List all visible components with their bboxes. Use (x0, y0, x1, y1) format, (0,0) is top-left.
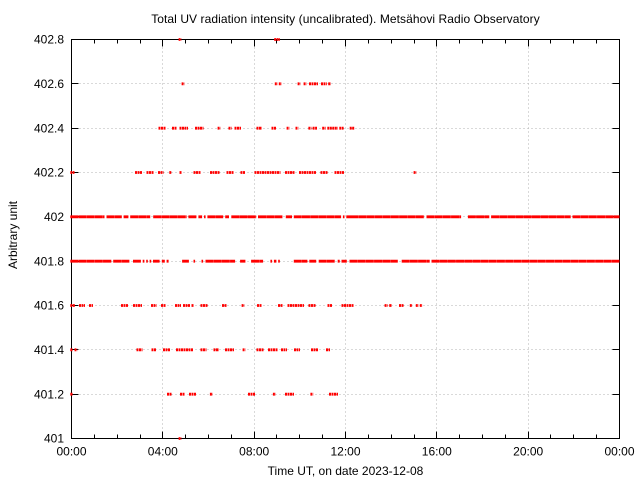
svg-text:402.2: 402.2 (34, 166, 64, 180)
svg-text:16:00: 16:00 (422, 445, 452, 459)
svg-text:12:00: 12:00 (330, 445, 360, 459)
svg-text:Time UT, on date 2023-12-08: Time UT, on date 2023-12-08 (268, 464, 424, 478)
svg-text:401.6: 401.6 (34, 299, 64, 313)
svg-text:00:00: 00:00 (56, 445, 86, 459)
svg-text:04:00: 04:00 (148, 445, 178, 459)
svg-text:401.8: 401.8 (34, 254, 64, 268)
svg-text:20:00: 20:00 (513, 445, 543, 459)
svg-text:402: 402 (44, 210, 64, 224)
svg-text:402.6: 402.6 (34, 77, 64, 91)
svg-text:402.8: 402.8 (34, 33, 64, 47)
svg-text:00:00: 00:00 (604, 445, 634, 459)
svg-text:Total UV radiation intensity (: Total UV radiation intensity (uncalibrat… (151, 12, 540, 26)
svg-text:401: 401 (44, 432, 64, 446)
svg-text:402.4: 402.4 (34, 121, 64, 135)
svg-text:Arbitrary unit: Arbitrary unit (6, 200, 20, 269)
svg-text:401.2: 401.2 (34, 387, 64, 401)
svg-text:08:00: 08:00 (239, 445, 269, 459)
svg-text:401.4: 401.4 (34, 343, 64, 357)
